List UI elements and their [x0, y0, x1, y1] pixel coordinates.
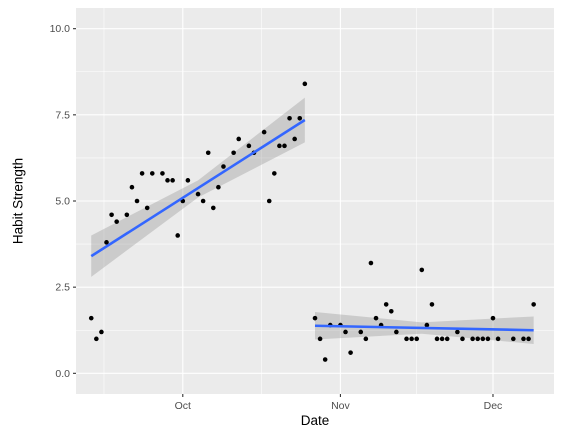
- data-point: [205, 150, 211, 156]
- x-tick-label: Oct: [175, 400, 191, 412]
- y-tick-label: 10.0: [50, 23, 71, 35]
- data-point: [200, 198, 206, 204]
- data-point: [170, 178, 175, 183]
- data-point: [185, 178, 191, 183]
- data-point: [221, 164, 226, 169]
- data-point: [348, 350, 353, 355]
- data-point: [236, 136, 242, 142]
- x-axis-ticks: Oct Nov Dec: [175, 394, 503, 412]
- data-points: [88, 81, 536, 362]
- data-point: [124, 212, 130, 218]
- data-point: [149, 171, 155, 176]
- data-point: [526, 336, 531, 342]
- data-point: [297, 115, 303, 121]
- x-axis-title: Date: [301, 413, 330, 428]
- x-tick-label: Nov: [331, 400, 350, 412]
- data-point: [134, 198, 140, 204]
- data-point: [358, 329, 364, 335]
- data-point: [419, 267, 425, 273]
- data-point: [394, 329, 399, 335]
- data-point: [409, 336, 414, 342]
- data-point: [282, 143, 287, 149]
- data-point: [414, 336, 420, 342]
- data-point: [129, 184, 135, 190]
- data-point: [470, 336, 475, 342]
- trend-line: [314, 324, 534, 332]
- data-point: [511, 336, 516, 342]
- y-tick-label: 0.0: [55, 368, 70, 380]
- data-point: [322, 357, 328, 362]
- data-point: [429, 302, 435, 307]
- data-point: [495, 336, 501, 342]
- y-axis-ticks: 0.0 2.5 5.0 7.5 10.0: [50, 23, 76, 380]
- data-point: [261, 129, 267, 135]
- major-gridlines: [76, 8, 554, 394]
- data-point: [312, 315, 318, 321]
- data-point: [460, 336, 465, 342]
- data-point: [485, 336, 491, 342]
- data-point: [99, 329, 104, 335]
- data-point: [475, 336, 481, 342]
- data-point: [287, 115, 292, 121]
- data-point: [383, 302, 389, 307]
- data-point: [114, 219, 119, 224]
- data-point: [373, 315, 379, 321]
- data-point: [210, 205, 216, 211]
- data-point: [216, 184, 221, 190]
- y-axis-title: Habit Strength: [11, 158, 26, 244]
- data-point: [144, 205, 150, 211]
- data-point: [302, 81, 308, 87]
- data-point: [175, 233, 181, 238]
- x-tick-label: Dec: [484, 400, 503, 412]
- data-point: [444, 336, 450, 342]
- data-point: [363, 336, 369, 342]
- data-point: [317, 336, 323, 342]
- data-point: [343, 329, 348, 335]
- data-point: [404, 336, 409, 342]
- trend-line: [90, 118, 306, 258]
- data-point: [231, 150, 236, 156]
- data-point: [165, 178, 170, 183]
- data-point: [490, 315, 496, 321]
- data-point: [266, 198, 272, 204]
- data-point: [439, 336, 445, 342]
- y-tick-label: 2.5: [55, 282, 70, 294]
- data-point: [480, 336, 486, 342]
- data-point: [195, 191, 201, 197]
- data-point: [455, 329, 460, 335]
- data-point: [104, 240, 109, 245]
- data-point: [272, 171, 277, 176]
- data-point: [88, 315, 94, 321]
- data-point: [368, 260, 374, 266]
- data-point: [434, 336, 440, 342]
- y-tick-label: 7.5: [55, 109, 70, 121]
- data-point: [521, 336, 526, 342]
- data-point: [160, 171, 165, 176]
- data-point: [246, 143, 252, 149]
- trend-lines: [90, 118, 534, 332]
- data-point: [139, 171, 145, 176]
- data-point: [109, 212, 114, 218]
- data-point: [531, 302, 536, 307]
- data-point: [94, 336, 99, 342]
- data-point: [277, 143, 282, 149]
- data-point: [388, 308, 394, 314]
- data-point: [292, 136, 297, 142]
- y-tick-label: 5.0: [55, 196, 70, 208]
- data-point: [424, 322, 430, 328]
